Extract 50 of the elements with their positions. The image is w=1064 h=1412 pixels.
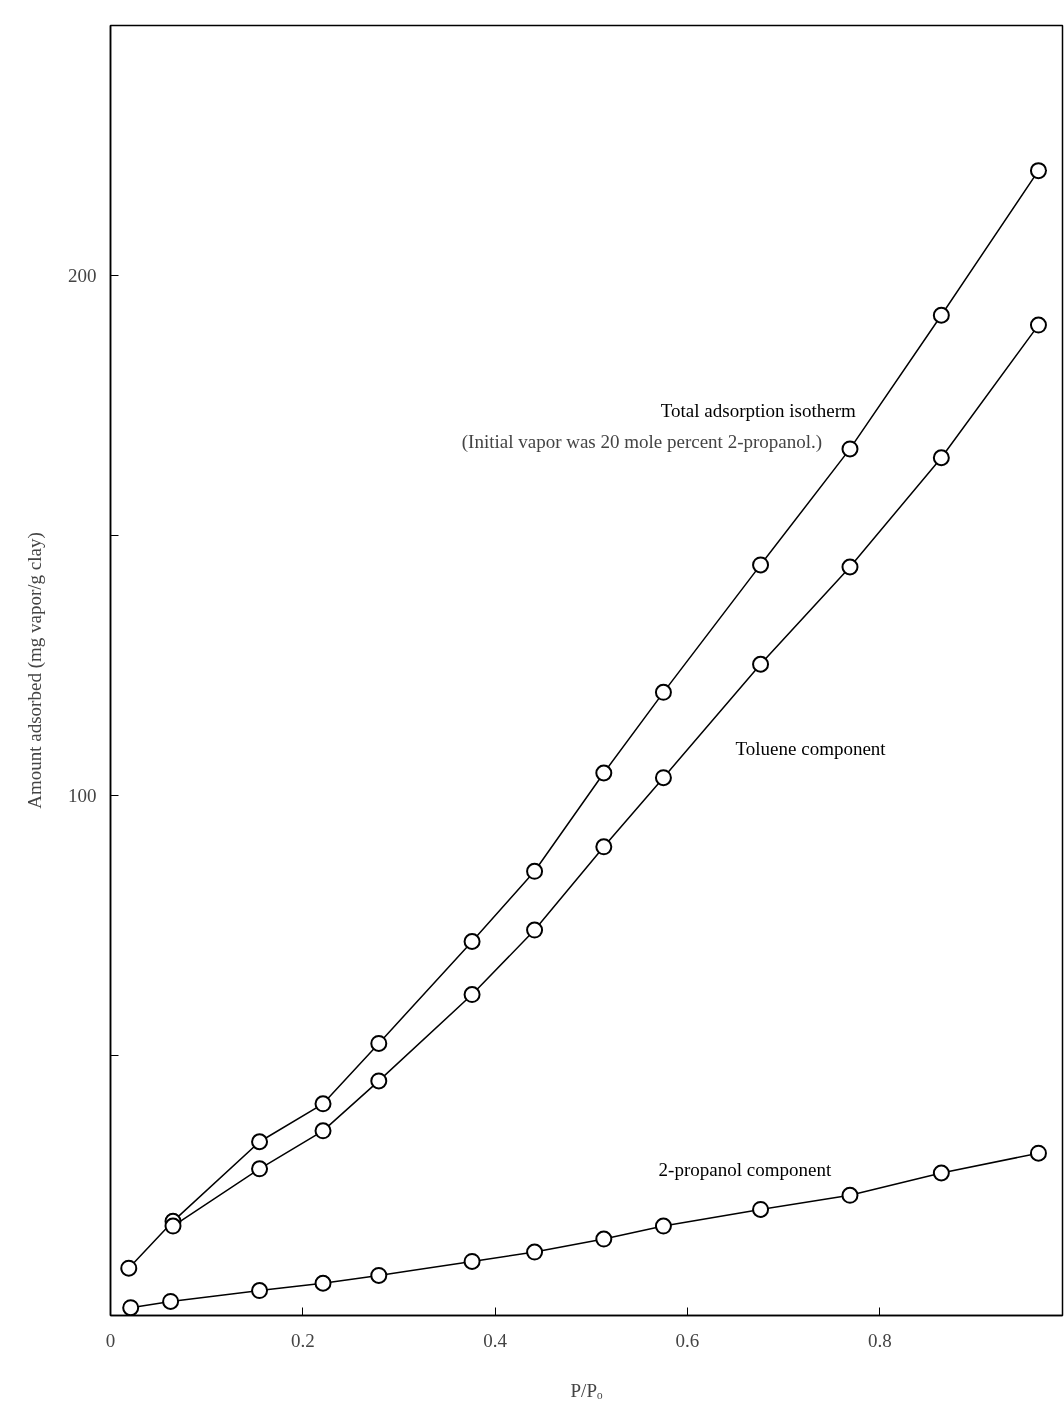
point (654, 769, 672, 787)
point (463, 986, 481, 1004)
point (370, 1034, 388, 1052)
point (932, 449, 950, 467)
point (752, 556, 770, 574)
point (1029, 1144, 1047, 1162)
point (654, 1217, 672, 1235)
point (120, 1259, 138, 1277)
y-tick-label: 100 (68, 784, 97, 806)
point (595, 838, 613, 856)
point (595, 764, 613, 782)
x-tick-label: 0 (105, 1329, 116, 1351)
point (526, 921, 544, 939)
point (841, 440, 859, 458)
x-tick-label: 0.8 (867, 1329, 892, 1351)
point (1029, 316, 1047, 334)
x-tick-label: 0.6 (675, 1329, 700, 1351)
point (841, 558, 859, 576)
series-label: Toluene component (735, 737, 887, 759)
point (1029, 162, 1047, 180)
point (526, 862, 544, 880)
point (841, 1186, 859, 1204)
point (370, 1266, 388, 1284)
point (932, 1164, 950, 1182)
x-tick-label: 0.4 (483, 1329, 508, 1351)
y-axis-title: Amount adsorbed (mg vapor/g clay) (24, 532, 46, 809)
series-label: 2-propanol component (658, 1159, 832, 1181)
point (164, 1217, 182, 1235)
point (752, 655, 770, 673)
x-axis-title: P/Pₒ (570, 1379, 603, 1401)
point (752, 1200, 770, 1218)
point (370, 1072, 388, 1090)
point (654, 683, 672, 701)
point (932, 306, 950, 324)
point (314, 1095, 332, 1113)
point (251, 1282, 269, 1300)
x-tick-label: 0.2 (290, 1329, 315, 1351)
point (463, 933, 481, 950)
series-label: Total adsorption isotherm (660, 399, 856, 421)
point (251, 1160, 269, 1178)
point (122, 1299, 140, 1316)
point (526, 1243, 544, 1261)
y-tick-label: 200 (68, 264, 97, 286)
point (595, 1230, 613, 1248)
point (251, 1133, 269, 1151)
point (162, 1292, 180, 1310)
point (463, 1252, 481, 1270)
point (314, 1274, 332, 1292)
annotation: (Initial vapor was 20 mole percent 2-propanol.) (461, 431, 823, 454)
point (314, 1122, 332, 1140)
